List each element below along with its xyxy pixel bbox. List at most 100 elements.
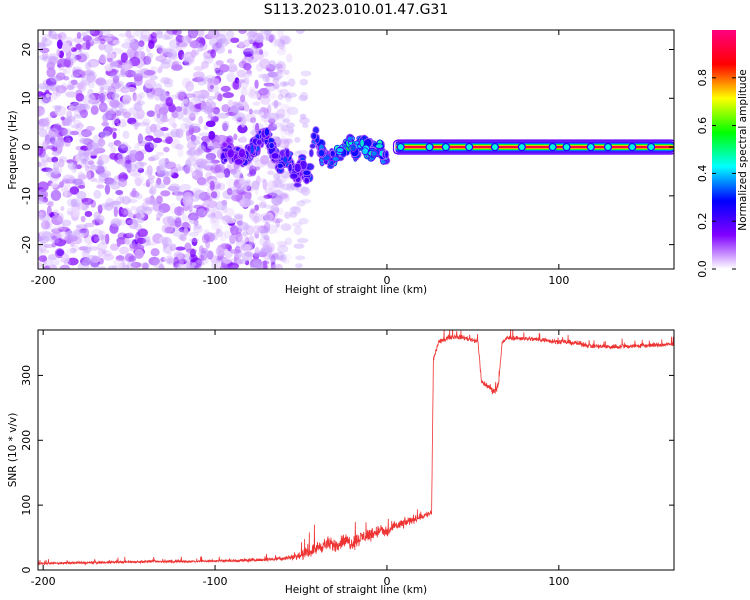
spectrogram-cell <box>42 50 49 61</box>
spectrogram-cell <box>262 73 269 83</box>
spectrogram-cell <box>70 47 78 53</box>
spectrogram-cell <box>159 93 167 102</box>
spectrogram-cell <box>138 122 150 127</box>
spectrogram-cell <box>163 176 171 186</box>
spectrogram-cell <box>95 77 107 86</box>
spectrogram-cell <box>281 194 291 203</box>
spectrogram-cell <box>126 260 138 269</box>
spectrogram-cell <box>272 189 283 194</box>
spectrogram-data <box>38 30 674 269</box>
spectrogram-cell <box>268 60 277 70</box>
spectrogram-cell <box>38 95 50 105</box>
spectrogram-cell <box>61 128 72 138</box>
spectrogram-cell <box>90 150 99 156</box>
spectrogram-cell <box>118 33 129 38</box>
spectrogram-cell <box>275 182 285 189</box>
spectrogram-cell <box>275 178 285 184</box>
spectrogram-cell <box>277 93 284 101</box>
spectrogram-cell <box>40 153 49 163</box>
spectrogram-cell <box>197 93 206 103</box>
spectrogram-cell <box>227 63 238 73</box>
spectrogram-cell <box>86 142 99 151</box>
spectrogram-cell <box>181 35 188 43</box>
spectrogram-cell <box>268 255 280 261</box>
spectrogram-cell <box>142 182 154 187</box>
spectrogram-frame <box>37 29 675 270</box>
spectrogram-cell <box>241 73 253 78</box>
spectrogram-cell <box>258 87 269 96</box>
spectrogram-cell <box>258 226 270 234</box>
spectrogram-cell <box>284 211 292 219</box>
spectrogram-cell <box>281 84 293 94</box>
spectrogram-cell <box>60 116 65 121</box>
spectrogram-cell <box>260 95 271 106</box>
spectrogram-cell <box>212 166 224 174</box>
spectrogram-cell <box>105 107 114 115</box>
spectrogram-cell <box>215 200 227 211</box>
spectrogram-cell <box>109 99 120 108</box>
spectrogram-cell <box>115 189 124 196</box>
spectrogram-cell <box>248 108 253 115</box>
spectrogram-cell <box>160 162 169 170</box>
spectrogram-cell <box>194 260 205 267</box>
spectrogram-cell <box>58 158 65 168</box>
spectrogram-cell <box>202 209 215 218</box>
spectrogram-cell <box>109 72 122 79</box>
spectrogram-cell <box>54 238 67 247</box>
spectrogram-cell <box>210 159 220 164</box>
spectrogram-cell <box>172 228 184 237</box>
spectrogram-cell <box>81 130 93 137</box>
spectrogram-cell <box>296 237 309 244</box>
spectrogram-cell <box>276 113 287 125</box>
spectrogram-cell <box>58 181 64 188</box>
spectrogram-cell <box>38 42 46 48</box>
spectrogram-cell <box>100 234 107 245</box>
spectrogram-cell <box>254 166 261 171</box>
spectrogram-cell <box>133 209 145 220</box>
spectrogram-cell <box>155 182 166 189</box>
spectrogram-cell <box>276 240 288 247</box>
spectrogram-cell <box>99 30 111 35</box>
spectrogram-cell <box>41 167 53 172</box>
spectrogram-cell <box>249 143 255 155</box>
spectrogram-cell <box>41 97 52 103</box>
spectrogram-cell <box>246 241 257 247</box>
spectrogram-cell <box>46 84 53 91</box>
spectrogram-cell <box>271 179 279 188</box>
spectrogram-cell <box>67 176 77 183</box>
spectrogram-cell <box>87 60 98 68</box>
spectrogram-cell <box>238 187 246 192</box>
spectrogram-cell <box>63 258 71 267</box>
y-tick-label: 20 <box>20 43 33 57</box>
spectrogram-cell <box>282 118 291 124</box>
spectrogram-cell <box>233 103 244 110</box>
spectrogram-cell <box>79 137 91 143</box>
spectrogram-cell <box>79 108 88 119</box>
spectrogram-cell <box>252 101 261 106</box>
spectrogram-cell <box>291 206 300 212</box>
spectrogram-cell <box>240 77 249 89</box>
spectrogram-cell <box>254 247 260 254</box>
spectrogram-cell <box>42 98 53 103</box>
spectrogram-cell <box>73 73 83 78</box>
spectrogram-cell <box>179 264 189 269</box>
spectrogram-cell <box>206 95 216 100</box>
spectrogram-cell <box>190 109 200 116</box>
spectrogram-cell <box>221 120 230 131</box>
spectrogram-cell <box>134 223 143 231</box>
spectrogram-cell <box>52 86 59 96</box>
spectrogram-cell <box>75 224 88 229</box>
spectrogram-cell <box>116 142 126 149</box>
spectrogram-cell <box>182 60 190 66</box>
spectrogram-cell <box>259 201 267 208</box>
spectrogram-cell <box>85 39 91 50</box>
spectrogram-cell <box>102 85 113 91</box>
x-tick-label: 0 <box>383 575 390 588</box>
spectrogram-cell <box>260 30 273 36</box>
spectrogram-cell <box>134 161 145 170</box>
spectrogram-cell <box>99 105 109 110</box>
spectrogram-cell <box>60 137 70 143</box>
spectrogram-cell <box>38 212 44 218</box>
spectrogram-cell <box>239 136 248 143</box>
spectrogram-cell <box>38 255 48 262</box>
